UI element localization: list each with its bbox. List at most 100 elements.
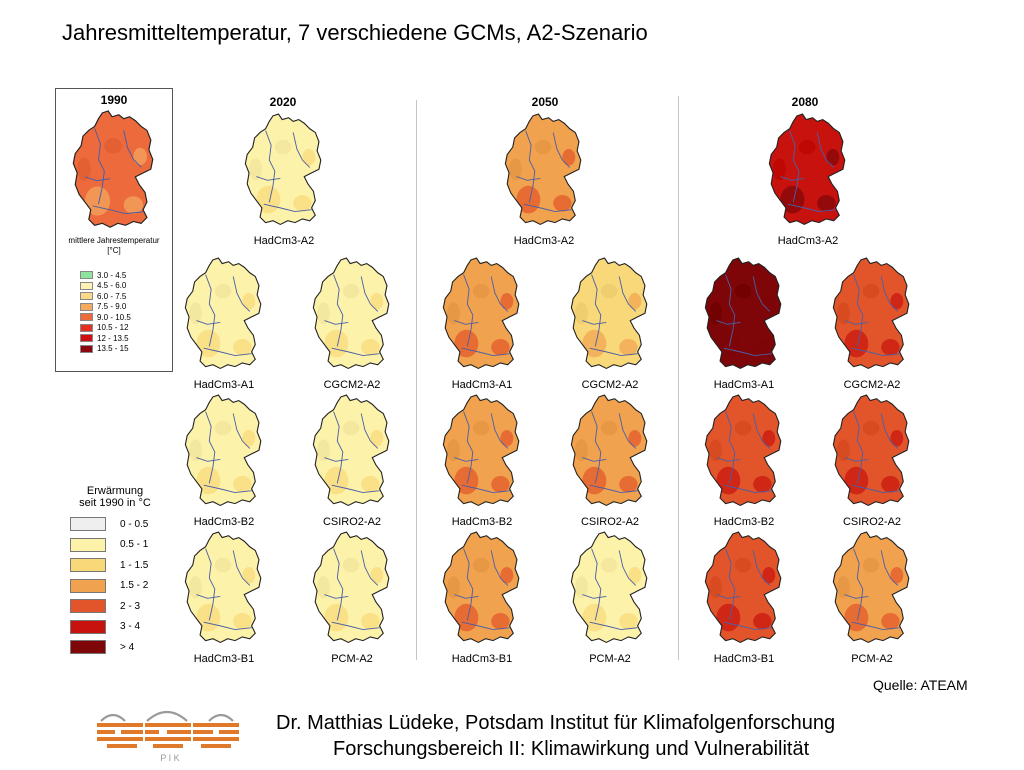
reference-legend-label: 6.0 - 7.5 bbox=[97, 291, 127, 301]
map-panel-2080-cgcm2-a2: CGCM2-A2 bbox=[826, 256, 927, 391]
reference-legend-item: 9.0 - 10.5 bbox=[80, 312, 131, 323]
map-panel-2050-cgcm2-a2: CGCM2-A2 bbox=[564, 256, 665, 391]
map-2020-hadcm3-a2 bbox=[244, 113, 322, 226]
map-label: HadCm3-B2 bbox=[713, 516, 775, 528]
warming-legend-item: 2 - 3 bbox=[70, 596, 148, 617]
map-panel-2080-hadcm3-b2: HadCm3-B2 bbox=[698, 393, 799, 528]
reference-caption-line1: mittlere Jahrestemperatur bbox=[68, 236, 160, 245]
map-2020-csiro2-a2 bbox=[312, 394, 390, 507]
warming-legend-swatch bbox=[70, 558, 106, 573]
map-label: PCM-A2 bbox=[331, 653, 373, 665]
pik-logo-graphic: P I K bbox=[97, 710, 239, 763]
map-panel-2020-cgcm2-a2: CGCM2-A2 bbox=[306, 256, 407, 391]
reference-legend-swatch bbox=[80, 344, 93, 353]
map-panel-2050-hadcm3-a1: HadCm3-A1 bbox=[436, 256, 537, 391]
reference-legend-label: 3.0 - 4.5 bbox=[97, 270, 127, 280]
map-panel-2020-pcm-a2: PCM-A2 bbox=[306, 530, 407, 665]
warming-legend-title-line1: Erwärmung bbox=[86, 485, 144, 497]
map-2080-csiro2-a2 bbox=[832, 394, 910, 507]
reference-caption: mittlere Jahrestemperatur [°C] bbox=[56, 236, 172, 256]
map-2050-hadcm3-a1 bbox=[442, 257, 520, 370]
warming-legend-item: 3 - 4 bbox=[70, 617, 148, 638]
map-label: HadCm3-B1 bbox=[713, 653, 775, 665]
map-panel-2080-hadcm3-b1: HadCm3-B1 bbox=[698, 530, 799, 665]
warming-legend-label: > 4 bbox=[120, 641, 135, 653]
map-panel-2080-hadcm3-a1: HadCm3-A1 bbox=[698, 256, 799, 391]
warming-legend-label: 0 - 0.5 bbox=[120, 518, 149, 530]
warming-legend: 0 - 0.5 0.5 - 1 1 - 1.5 1.5 - 2 2 - 3 3 - 4 > … bbox=[70, 514, 148, 658]
map-label: HadCm3-B2 bbox=[193, 516, 255, 528]
map-2080-hadcm3-a1 bbox=[704, 257, 782, 370]
reference-legend-item: 13.5 - 15 bbox=[80, 344, 131, 355]
map-label: CSIRO2-A2 bbox=[580, 516, 640, 528]
map-2020-hadcm3-b1 bbox=[184, 531, 262, 644]
year-header-2020: 2020 bbox=[269, 95, 297, 109]
reference-year: 1990 bbox=[100, 93, 128, 107]
footer-author: Dr. Matthias Lüdeke, Potsdam Institut fü… bbox=[276, 712, 836, 734]
map-2050-pcm-a2 bbox=[570, 531, 648, 644]
map-label: HadCm3-A1 bbox=[193, 379, 255, 391]
source-note: Quelle: ATEAM bbox=[873, 677, 968, 693]
map-2050-hadcm3-b1 bbox=[442, 531, 520, 644]
warming-legend-swatch bbox=[70, 537, 106, 552]
year-header-2050: 2050 bbox=[531, 95, 559, 109]
map-label: HadCm3-A2 bbox=[777, 235, 839, 247]
map-panel-2020-csiro2-a2: CSIRO2-A2 bbox=[306, 393, 407, 528]
reference-legend-label: 10.5 - 12 bbox=[97, 323, 129, 333]
map-panel-2020-hadcm3-a1: HadCm3-A1 bbox=[178, 256, 279, 391]
reference-legend: 3.0 - 4.5 4.5 - 6.0 6.0 - 7.5 7.5 - 9.0 9.0 … bbox=[80, 270, 131, 354]
map-panel-2050-pcm-a2: PCM-A2 bbox=[564, 530, 665, 665]
warming-legend-label: 1.5 - 2 bbox=[120, 580, 149, 592]
map-1990-reference bbox=[72, 110, 154, 228]
reference-legend-item: 12 - 13.5 bbox=[80, 333, 131, 344]
map-label: HadCm3-A2 bbox=[513, 235, 575, 247]
reference-legend-label: 9.0 - 10.5 bbox=[97, 312, 131, 322]
map-panel-2050-hadcm3-b2: HadCm3-B2 bbox=[436, 393, 537, 528]
warming-legend-item: 1.5 - 2 bbox=[70, 576, 148, 597]
map-label: PCM-A2 bbox=[589, 653, 631, 665]
map-2050-cgcm2-a2 bbox=[570, 257, 648, 370]
warming-legend-swatch bbox=[70, 578, 106, 593]
warming-legend-item: > 4 bbox=[70, 637, 148, 658]
pik-logo-text: P I K bbox=[160, 753, 179, 763]
map-2080-cgcm2-a2 bbox=[832, 257, 910, 370]
map-2020-cgcm2-a2 bbox=[312, 257, 390, 370]
reference-legend-item: 7.5 - 9.0 bbox=[80, 302, 131, 313]
warming-legend-label: 2 - 3 bbox=[120, 600, 141, 612]
reference-legend-label: 7.5 - 9.0 bbox=[97, 302, 127, 312]
warming-legend-title-line2: seit 1990 in °C bbox=[79, 497, 151, 509]
warming-legend-swatch bbox=[70, 619, 106, 634]
map-panel-2050-hadcm3-a2: HadCm3-A2 bbox=[498, 112, 599, 247]
map-label: HadCm3-A2 bbox=[253, 235, 315, 247]
map-2020-hadcm3-a1 bbox=[184, 257, 262, 370]
map-label: CGCM2-A2 bbox=[581, 379, 639, 391]
map-2020-pcm-a2 bbox=[312, 531, 390, 644]
column-divider-2020-2050 bbox=[416, 100, 417, 660]
map-panel-2020-hadcm3-a2: HadCm3-A2 bbox=[238, 112, 339, 247]
reference-legend-swatch bbox=[80, 302, 93, 311]
reference-legend-item: 4.5 - 6.0 bbox=[80, 281, 131, 292]
reference-legend-swatch bbox=[80, 334, 93, 343]
map-2050-csiro2-a2 bbox=[570, 394, 648, 507]
warming-legend-title: Erwärmung seit 1990 in °C bbox=[60, 485, 170, 509]
reference-legend-item: 10.5 - 12 bbox=[80, 323, 131, 334]
warming-legend-item: 0.5 - 1 bbox=[70, 535, 148, 556]
map-2050-hadcm3-a2 bbox=[504, 113, 582, 226]
map-label: CGCM2-A2 bbox=[323, 379, 381, 391]
reference-map-1990 bbox=[60, 109, 168, 240]
map-2080-hadcm3-b2 bbox=[704, 394, 782, 507]
map-panel-2050-csiro2-a2: CSIRO2-A2 bbox=[564, 393, 665, 528]
map-panel-2080-pcm-a2: PCM-A2 bbox=[826, 530, 927, 665]
pik-logo: P I K bbox=[95, 703, 245, 770]
page-title: Jahresmitteltemperatur, 7 verschiedene G… bbox=[62, 20, 648, 45]
map-panel-2080-hadcm3-a2: HadCm3-A2 bbox=[762, 112, 863, 247]
map-2080-hadcm3-a2 bbox=[768, 113, 846, 226]
reference-legend-swatch bbox=[80, 323, 93, 332]
map-label: HadCm3-B1 bbox=[193, 653, 255, 665]
map-2080-pcm-a2 bbox=[832, 531, 910, 644]
map-label: HadCm3-B1 bbox=[451, 653, 513, 665]
map-label: PCM-A2 bbox=[851, 653, 893, 665]
reference-legend-swatch bbox=[80, 271, 93, 280]
map-panel-2020-hadcm3-b1: HadCm3-B1 bbox=[178, 530, 279, 665]
year-header-2080: 2080 bbox=[791, 95, 819, 109]
